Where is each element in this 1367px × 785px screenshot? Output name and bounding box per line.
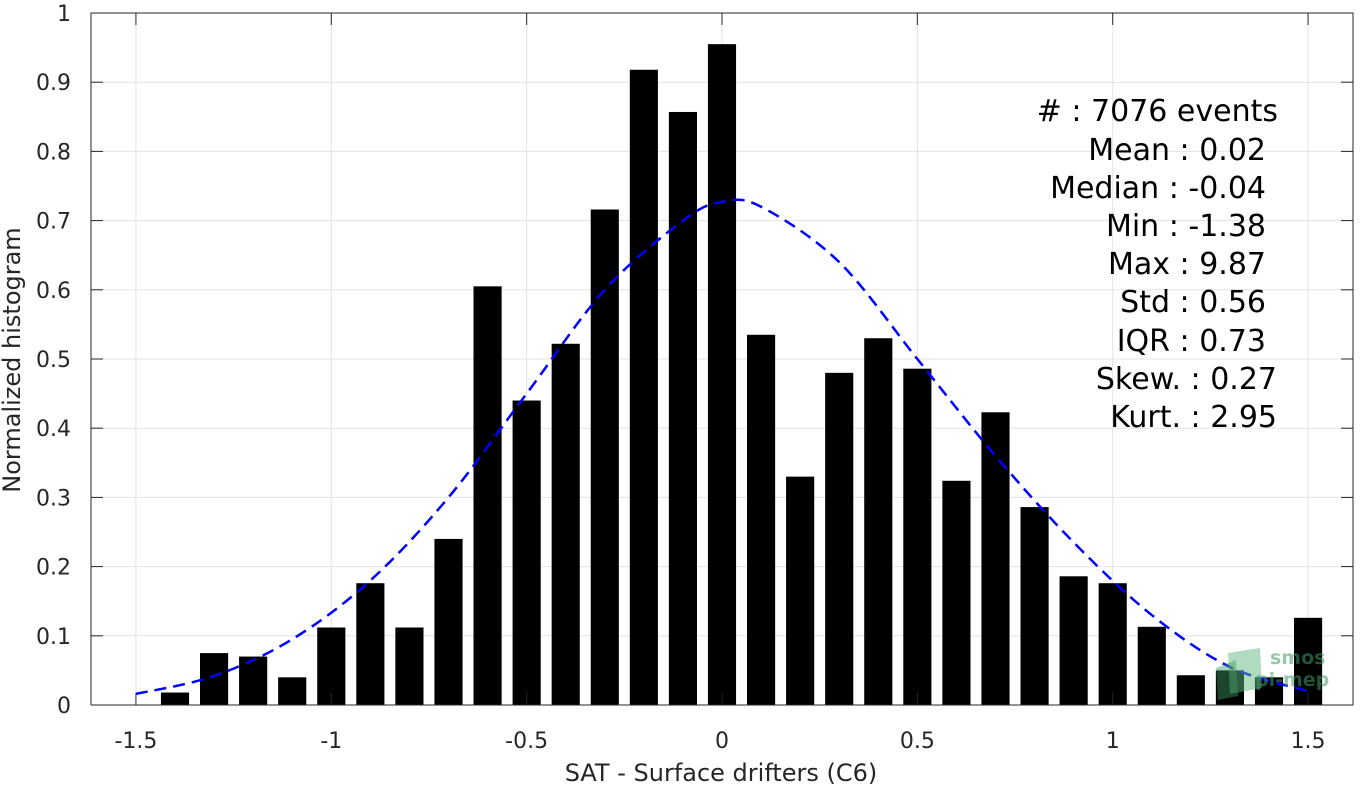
histogram-bar (590, 209, 619, 705)
histogram-bar (981, 412, 1010, 705)
stat-mean: Mean : 0.02 (1088, 133, 1266, 168)
statistics-annotation: # : 7076 events Mean : 0.02 Median : -0.… (1037, 94, 1278, 435)
x-tick-label: -1.5 (114, 729, 157, 754)
histogram-bars (160, 44, 1323, 706)
histogram-bar (1059, 576, 1088, 705)
axes (90, 12, 1354, 706)
logo-cube-icon (1228, 648, 1262, 694)
x-tick-label: -0.5 (505, 729, 548, 754)
watermark-text-line2: pi-mep (1255, 669, 1329, 691)
histogram-bar (239, 656, 268, 705)
histogram-bar (200, 653, 229, 705)
histogram-bar (1294, 617, 1323, 705)
x-axis-label: SAT - Surface drifters (C6) (565, 759, 878, 785)
histogram-bar (473, 286, 502, 705)
watermark-logo: smos pi-mep (1216, 647, 1329, 700)
histogram-bar (903, 368, 932, 705)
stat-min: Min : -1.38 (1106, 209, 1266, 244)
histogram-bar (551, 343, 580, 705)
histogram-bar (942, 480, 971, 705)
x-tick-label: 0.5 (900, 729, 935, 754)
y-tick-label: 0.9 (36, 71, 71, 96)
histogram-bar (512, 400, 541, 705)
histogram-bar (629, 69, 658, 705)
y-tick-label: 0.5 (36, 348, 71, 373)
stat-kurtosis: Kurt. : 2.95 (1110, 400, 1277, 435)
histogram-bar (356, 583, 385, 705)
histogram-bar (1176, 675, 1205, 705)
y-tick-label: 0.1 (36, 625, 71, 650)
y-tick-label: 1 (57, 2, 71, 27)
stat-count: # : 7076 events (1037, 94, 1278, 129)
stat-iqr: IQR : 0.73 (1117, 324, 1266, 359)
x-tick-label: 0 (715, 729, 729, 754)
stat-std: Std : 0.56 (1120, 285, 1266, 320)
gaussian-fit-curve (135, 198, 1309, 696)
y-tick-label: 0.7 (36, 210, 71, 235)
histogram-bar (864, 338, 893, 705)
histogram-bar (1137, 626, 1166, 705)
watermark-text-line1: smos (1270, 647, 1325, 669)
histogram-bar (160, 692, 190, 705)
x-tick-label: -1 (320, 729, 342, 754)
stat-skewness: Skew. : 0.27 (1096, 362, 1277, 397)
histogram-bar (668, 111, 697, 706)
histogram-bar (1098, 583, 1127, 705)
x-tick-label: 1.5 (1291, 729, 1326, 754)
stat-max: Max : 9.87 (1108, 247, 1266, 282)
histogram-bar (317, 627, 346, 705)
logo-cube-side-icon (1216, 660, 1238, 700)
y-tick-label: 0.8 (36, 140, 71, 165)
histogram-bar (1020, 507, 1049, 705)
tick-labels: -1.5 -1 -0.5 0 0.5 1 1.5 0 0.1 0.2 0.3 0.4 0.5 0.6 0.7… (36, 2, 1326, 754)
histogram-bar (825, 372, 854, 705)
histogram-bar (278, 677, 307, 705)
histogram-bar (786, 476, 815, 705)
y-tick-label: 0.4 (36, 417, 71, 442)
y-axis-label: Normalized histogram (0, 227, 26, 492)
histogram-bar (707, 44, 737, 705)
histogram-bar (395, 627, 424, 705)
histogram-bar (747, 334, 776, 705)
fit-curve-group (135, 198, 1309, 696)
histogram-bar (434, 538, 463, 705)
x-tick-label: 1 (1106, 729, 1120, 754)
y-tick-label: 0.2 (36, 556, 71, 581)
stat-median: Median : -0.04 (1050, 171, 1266, 206)
y-tick-label: 0.3 (36, 486, 71, 511)
y-tick-label: 0 (57, 694, 71, 719)
y-tick-label: 0.6 (36, 279, 71, 304)
